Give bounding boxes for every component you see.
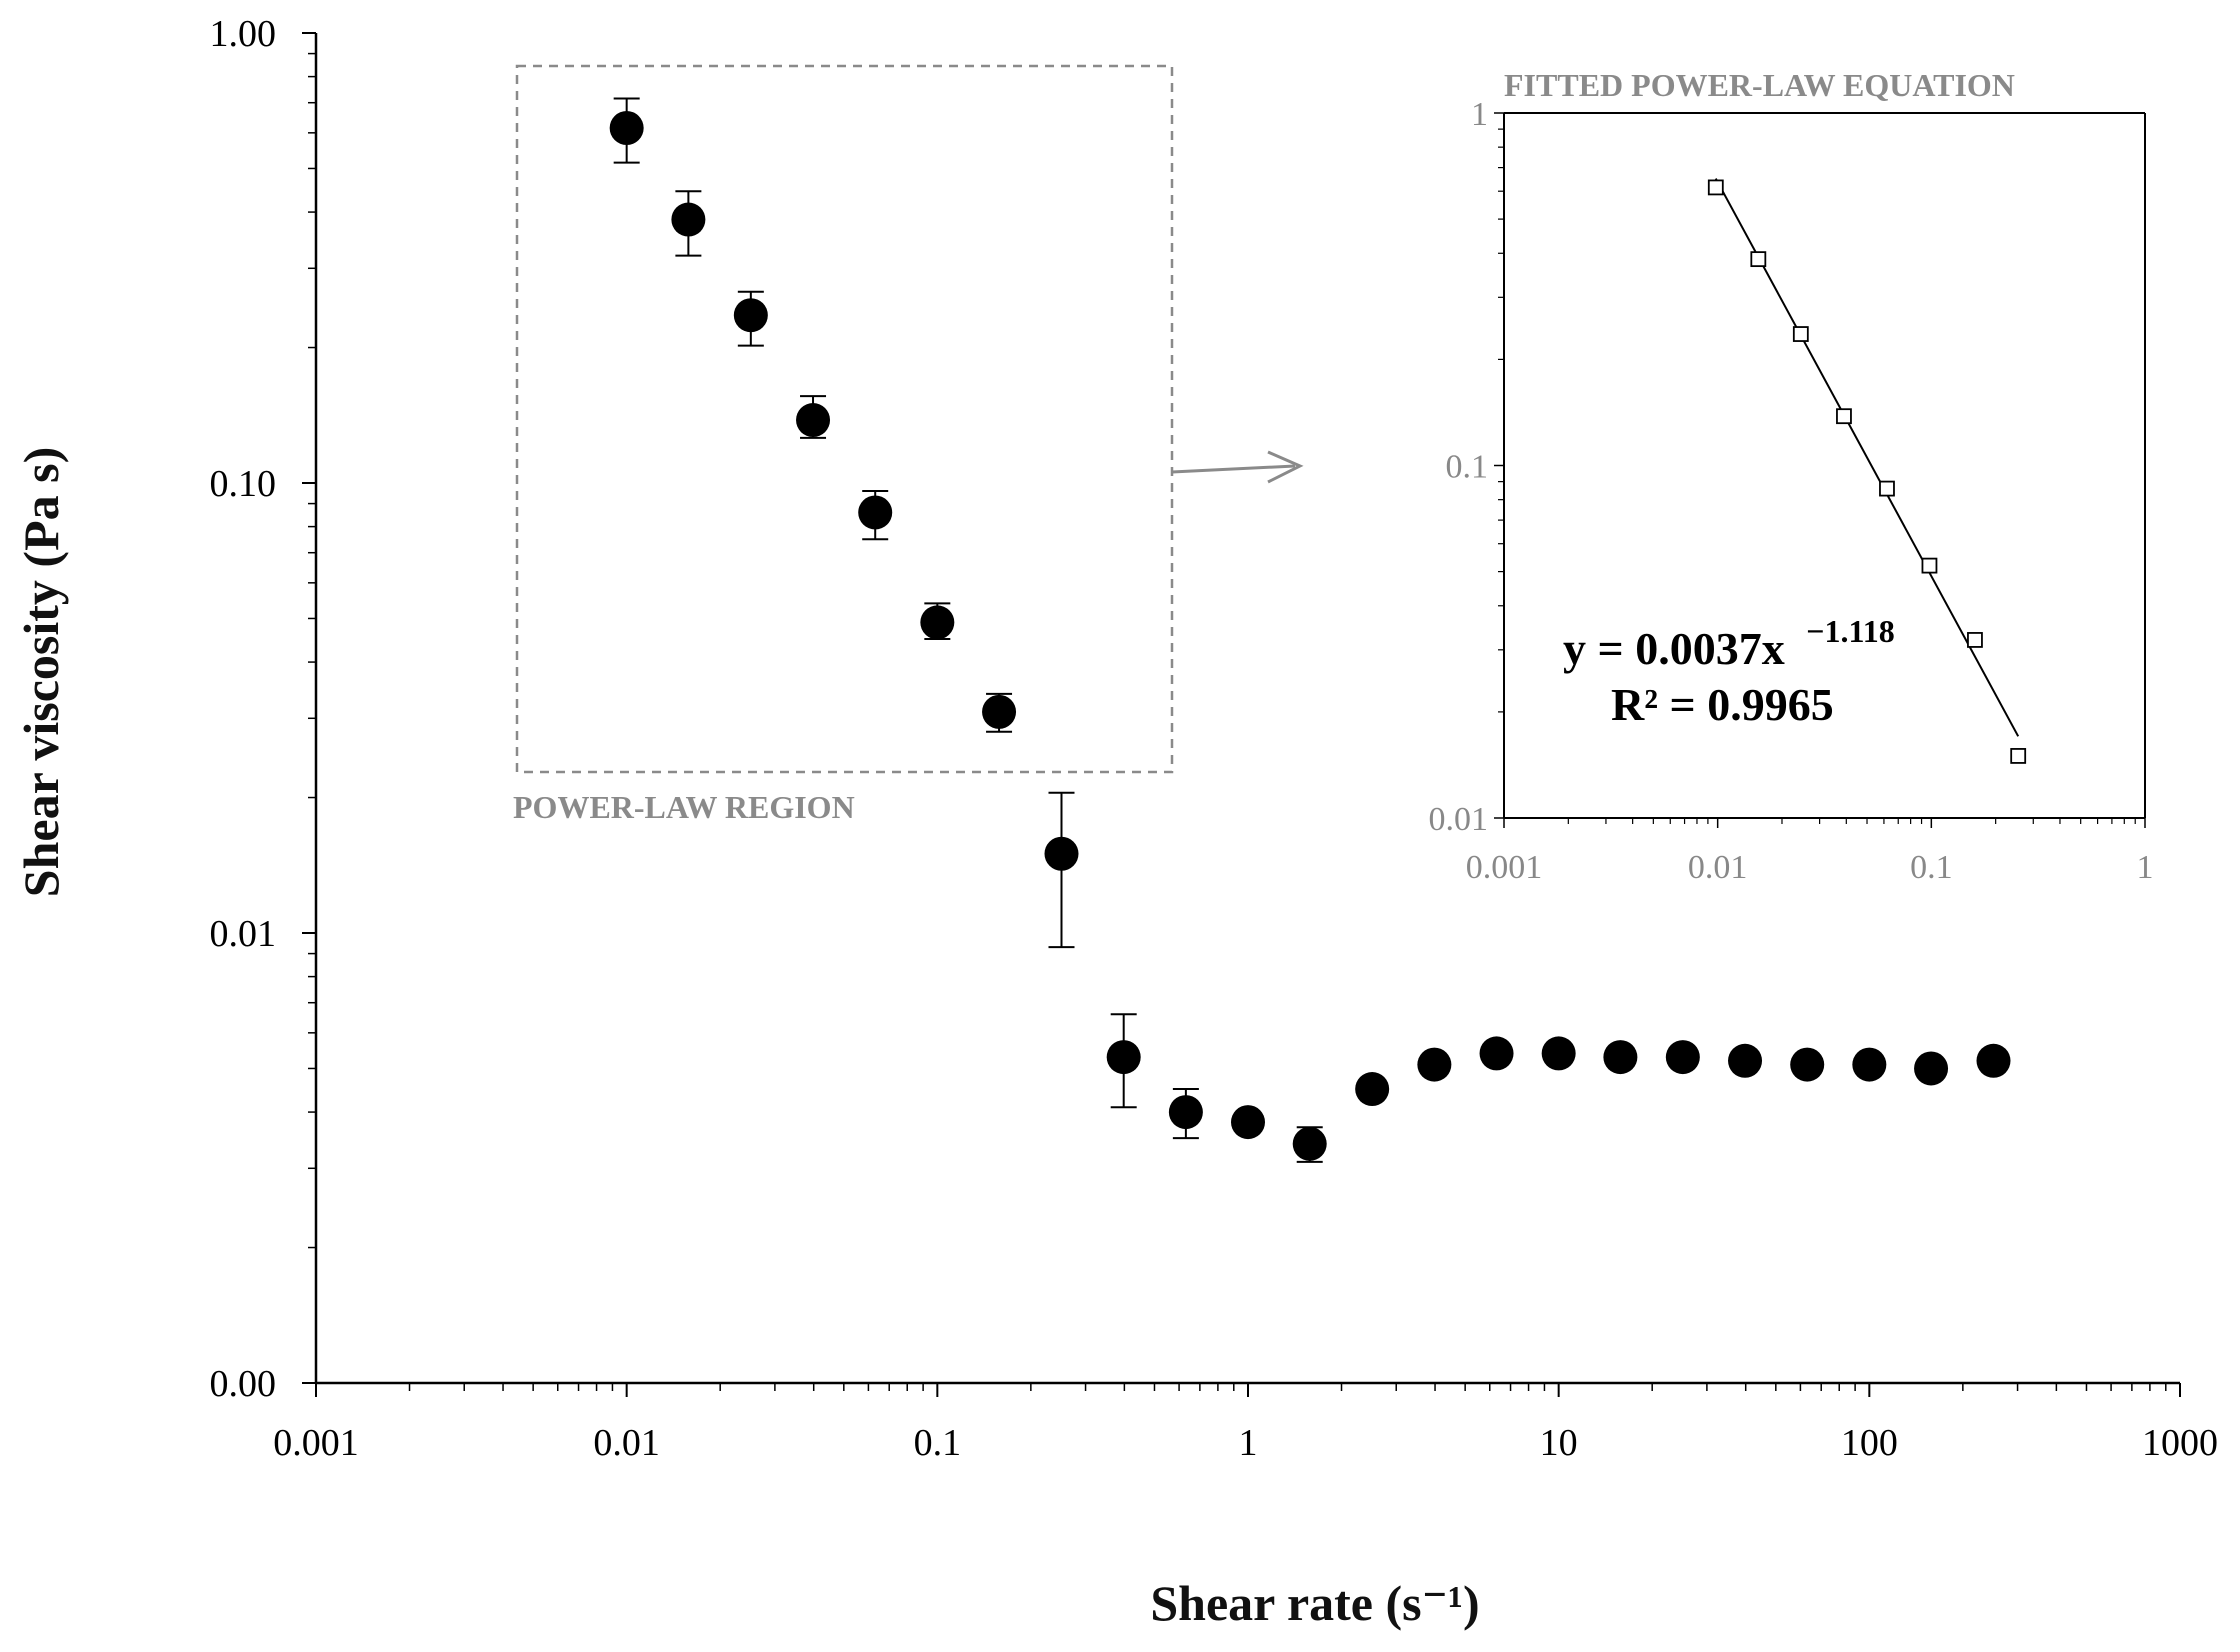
data-point <box>609 111 644 146</box>
data-point <box>796 403 831 438</box>
x-tick-label: 1 <box>1239 1422 1258 1464</box>
inset-data-point <box>1792 326 1809 342</box>
inset-x-tick-label: 1 <box>2137 849 2154 886</box>
main-data-points <box>609 111 2011 1161</box>
fit-equation: y = 0.0037x −1.118 <box>1563 613 1895 674</box>
main-error-bars <box>613 97 1323 1163</box>
inset-title: FITTED POWER-LAW EQUATION <box>1504 67 2015 103</box>
data-point <box>1603 1040 1638 1075</box>
inset-x-tick-label: 0.01 <box>1688 849 1748 886</box>
data-point <box>1541 1036 1576 1071</box>
x-tick-label: 10 <box>1540 1422 1578 1464</box>
main-tick-labels: 0.001 0.01 0.1 1 10 100 1000 0.00 0.01 0.10 1.00 <box>210 13 2219 1464</box>
data-point <box>1292 1126 1327 1161</box>
power-law-region-label: POWER-LAW REGION <box>513 789 855 825</box>
data-point <box>1852 1047 1887 1082</box>
y-tick-label: 0.00 <box>210 1363 277 1405</box>
x-tick-label: 0.001 <box>273 1422 359 1464</box>
data-point <box>1106 1040 1141 1075</box>
data-point <box>982 694 1017 729</box>
data-point <box>1976 1043 2011 1078</box>
data-point <box>920 605 955 640</box>
inset-y-tick-label: 0.1 <box>1446 449 1489 486</box>
fit-equation-base: y = 0.0037x <box>1563 623 1785 674</box>
y-tick-label: 0.10 <box>210 463 277 505</box>
y-tick-label: 0.01 <box>210 913 277 955</box>
arrow-to-inset <box>1171 450 1304 484</box>
fit-r-squared: R² = 0.9965 <box>1611 679 1834 730</box>
data-point <box>1168 1095 1203 1130</box>
inset-data-point <box>1750 251 1767 268</box>
inset-data-point <box>1967 632 1983 648</box>
inset-data-point <box>1921 557 1938 574</box>
data-point <box>1914 1051 1949 1086</box>
fit-equation-exponent: −1.118 <box>1806 613 1894 649</box>
x-tick-label: 0.01 <box>593 1422 660 1464</box>
main-axes <box>314 33 2180 1385</box>
data-point <box>1665 1040 1700 1075</box>
data-point <box>1479 1036 1514 1071</box>
x-tick-label: 0.1 <box>914 1422 962 1464</box>
inset-data-point <box>1879 480 1895 497</box>
y-tick-label: 1.00 <box>210 13 277 55</box>
data-point <box>733 298 768 333</box>
data-point <box>1044 836 1079 871</box>
data-point <box>1728 1043 1763 1078</box>
inset-y-tick-label: 1 <box>1471 96 1488 133</box>
x-axis-title: Shear rate (s⁻¹) <box>1150 1575 1479 1631</box>
inset-data-point <box>1707 179 1724 196</box>
data-point <box>1355 1072 1390 1107</box>
main-ticks <box>302 32 2181 1397</box>
data-point <box>1790 1047 1825 1082</box>
inset-x-tick-label: 0.001 <box>1466 849 1543 886</box>
inset-ticks <box>1494 112 2146 828</box>
data-point <box>858 495 893 530</box>
inset-data-points <box>1707 179 2027 764</box>
inset-data-point <box>2010 748 2027 764</box>
data-point <box>671 202 706 237</box>
inset-x-tick-label: 0.1 <box>1910 849 1953 886</box>
inset-y-tick-label: 0.01 <box>1429 801 1489 838</box>
power-law-region-box <box>515 64 1174 774</box>
x-tick-label: 1000 <box>2142 1422 2218 1464</box>
y-axis-title: Shear viscosity (Pa s) <box>13 447 69 897</box>
data-point <box>1417 1047 1452 1082</box>
inset-tick-labels: 0.001 0.01 0.1 1 0.01 0.1 1 <box>1429 96 2154 886</box>
data-point <box>1231 1105 1265 1140</box>
inset-data-point <box>1836 408 1852 425</box>
x-tick-label: 100 <box>1841 1422 1898 1464</box>
